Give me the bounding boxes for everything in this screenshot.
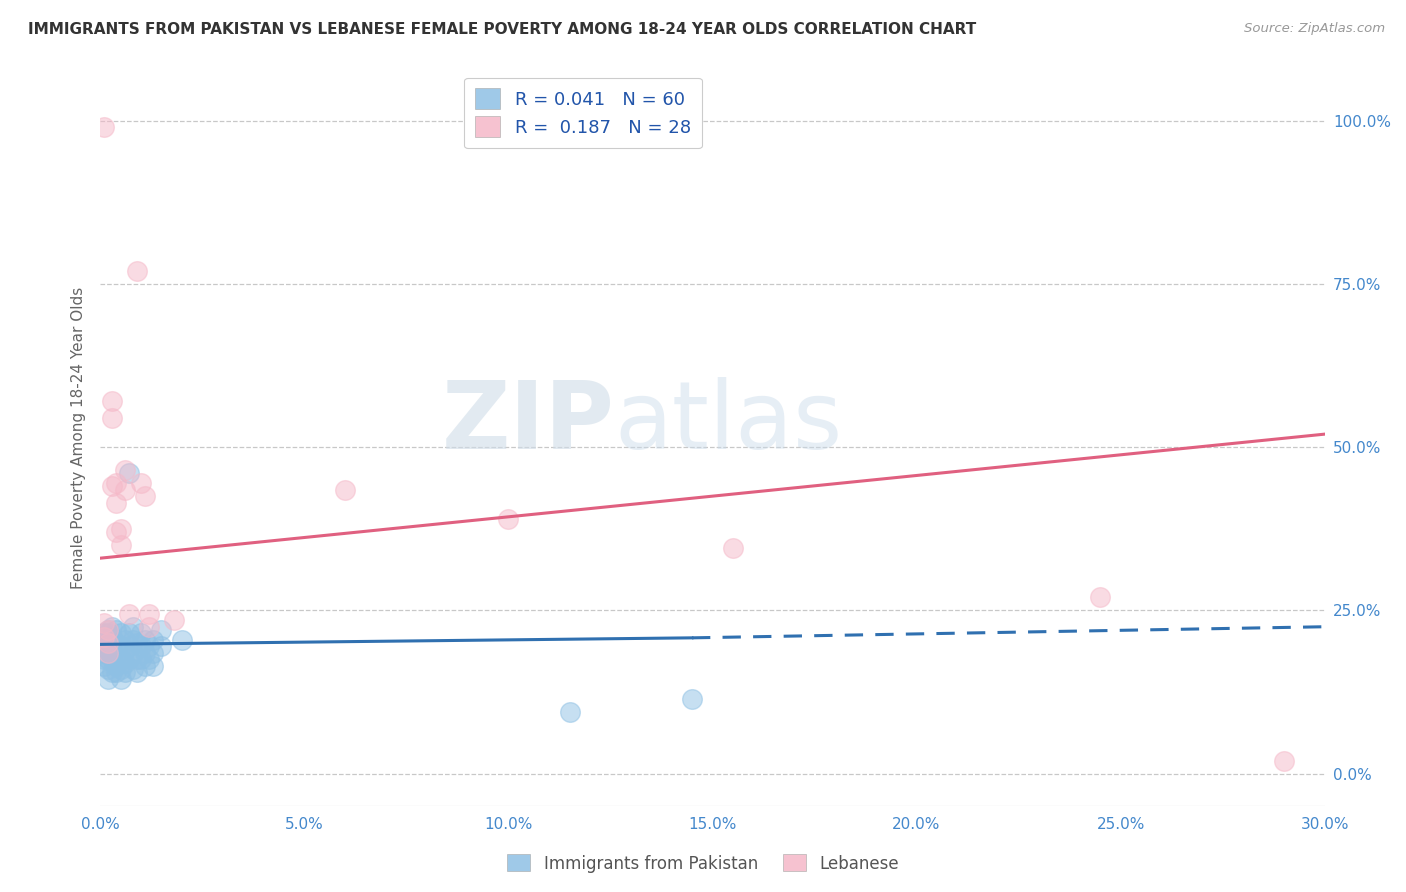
Point (170, 632, 193, 647)
Point (101, 620, 124, 634)
Point (114, 463, 136, 477)
Point (93, 616, 115, 631)
Point (110, 538, 132, 552)
Point (118, 640, 141, 654)
Point (558, 705, 581, 719)
Point (138, 640, 160, 654)
Point (150, 623, 173, 637)
Text: IMMIGRANTS FROM PAKISTAN VS LEBANESE FEMALE POVERTY AMONG 18-24 YEAR OLDS CORREL: IMMIGRANTS FROM PAKISTAN VS LEBANESE FEM… (28, 22, 976, 37)
Point (97, 623, 120, 637)
Point (114, 665, 136, 680)
Point (118, 607, 141, 621)
Point (101, 652, 124, 666)
Point (129, 652, 152, 666)
Point (121, 632, 143, 647)
Point (105, 476, 128, 491)
Point (105, 649, 128, 664)
Point (105, 496, 128, 510)
Y-axis label: Female Poverty Among 18-24 Year Olds: Female Poverty Among 18-24 Year Olds (72, 286, 86, 589)
Point (93, 652, 115, 666)
Point (97, 626, 120, 640)
Point (125, 264, 148, 278)
Point (142, 646, 165, 660)
Point (129, 640, 152, 654)
Point (110, 652, 132, 666)
Point (93, 640, 115, 654)
Point (97, 652, 120, 666)
Point (114, 656, 136, 670)
Point (110, 626, 132, 640)
Point (97, 662, 120, 676)
Point (93, 120, 115, 135)
Point (142, 632, 165, 647)
Point (125, 652, 148, 666)
Point (105, 665, 128, 680)
Point (721, 541, 744, 556)
Point (125, 636, 148, 650)
Point (93, 646, 115, 660)
Point (681, 691, 703, 706)
Point (101, 479, 124, 493)
Point (150, 640, 173, 654)
Point (142, 659, 165, 673)
Point (134, 659, 156, 673)
Point (97, 636, 120, 650)
Point (114, 483, 136, 497)
Point (333, 483, 356, 497)
Point (101, 646, 124, 660)
Point (93, 636, 115, 650)
Point (101, 410, 124, 425)
Point (93, 659, 115, 673)
Point (110, 672, 132, 686)
Point (121, 620, 143, 634)
Point (1088, 591, 1111, 605)
Point (138, 620, 160, 634)
Point (97, 642, 120, 657)
Point (138, 607, 160, 621)
Point (138, 652, 160, 666)
Point (134, 632, 156, 647)
Point (118, 467, 141, 481)
Point (97, 623, 120, 637)
Point (125, 665, 148, 680)
Point (93, 630, 115, 644)
Point (121, 646, 143, 660)
Point (97, 672, 120, 686)
Point (101, 630, 124, 644)
Point (498, 512, 520, 526)
Point (134, 489, 156, 503)
Point (1272, 754, 1295, 768)
Point (114, 642, 136, 657)
Text: ZIP: ZIP (441, 376, 614, 468)
Point (129, 476, 152, 491)
Point (97, 632, 120, 647)
Point (105, 524, 128, 539)
Point (129, 626, 152, 640)
Point (105, 623, 128, 637)
Legend: Immigrants from Pakistan, Lebanese: Immigrants from Pakistan, Lebanese (501, 847, 905, 880)
Point (105, 659, 128, 673)
Point (134, 646, 156, 660)
Point (101, 642, 124, 657)
Point (101, 665, 124, 680)
Point (101, 394, 124, 409)
Point (110, 662, 132, 676)
Legend: R = 0.041   N = 60, R =  0.187   N = 28: R = 0.041 N = 60, R = 0.187 N = 28 (464, 78, 702, 148)
Point (118, 652, 141, 666)
Point (97, 646, 120, 660)
Point (118, 626, 141, 640)
Point (105, 636, 128, 650)
Point (110, 640, 132, 654)
Point (110, 522, 132, 536)
Text: Source: ZipAtlas.com: Source: ZipAtlas.com (1244, 22, 1385, 36)
Point (121, 662, 143, 676)
Text: atlas: atlas (614, 376, 842, 468)
Point (162, 613, 184, 627)
Point (93, 626, 115, 640)
Point (114, 632, 136, 647)
